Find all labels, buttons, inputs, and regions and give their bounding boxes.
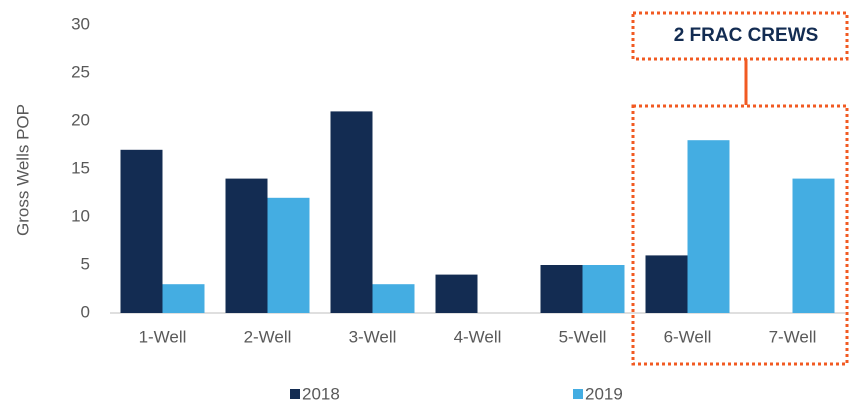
x-tick-label: 1-Well xyxy=(139,327,187,346)
y-tick-label: 25 xyxy=(71,62,90,81)
legend-label: 2018 xyxy=(302,384,340,403)
x-tick-label: 2-Well xyxy=(244,327,292,346)
bar xyxy=(162,284,205,313)
legend-label: 2019 xyxy=(585,384,623,403)
bar xyxy=(687,140,730,313)
legend-swatch xyxy=(573,389,583,399)
x-tick-label: 4-Well xyxy=(454,327,502,346)
bar xyxy=(540,265,583,313)
y-tick-label: 10 xyxy=(71,206,90,225)
bar xyxy=(120,149,163,313)
highlight-box xyxy=(631,104,849,366)
bar xyxy=(225,178,268,313)
x-tick-label: 7-Well xyxy=(769,327,817,346)
y-tick-label: 30 xyxy=(71,14,90,33)
bar xyxy=(267,197,310,313)
bar xyxy=(435,274,478,313)
bar xyxy=(372,284,415,313)
x-tick-label: 5-Well xyxy=(559,327,607,346)
y-tick-label: 20 xyxy=(71,110,90,129)
bar xyxy=(582,265,625,313)
legend-swatch xyxy=(290,389,300,399)
bar xyxy=(645,255,688,313)
bar xyxy=(330,111,373,314)
x-tick-label: 6-Well xyxy=(664,327,712,346)
bar xyxy=(792,178,835,313)
y-axis-label: Gross Wells POP xyxy=(13,104,32,236)
x-tick-label: 3-Well xyxy=(349,327,397,346)
annotation-text: 2 FRAC CREWS xyxy=(674,25,819,46)
y-tick-label: 5 xyxy=(81,254,90,273)
y-tick-label: 15 xyxy=(71,158,90,177)
annotation-box xyxy=(631,11,849,61)
y-tick-label: 0 xyxy=(81,302,90,321)
